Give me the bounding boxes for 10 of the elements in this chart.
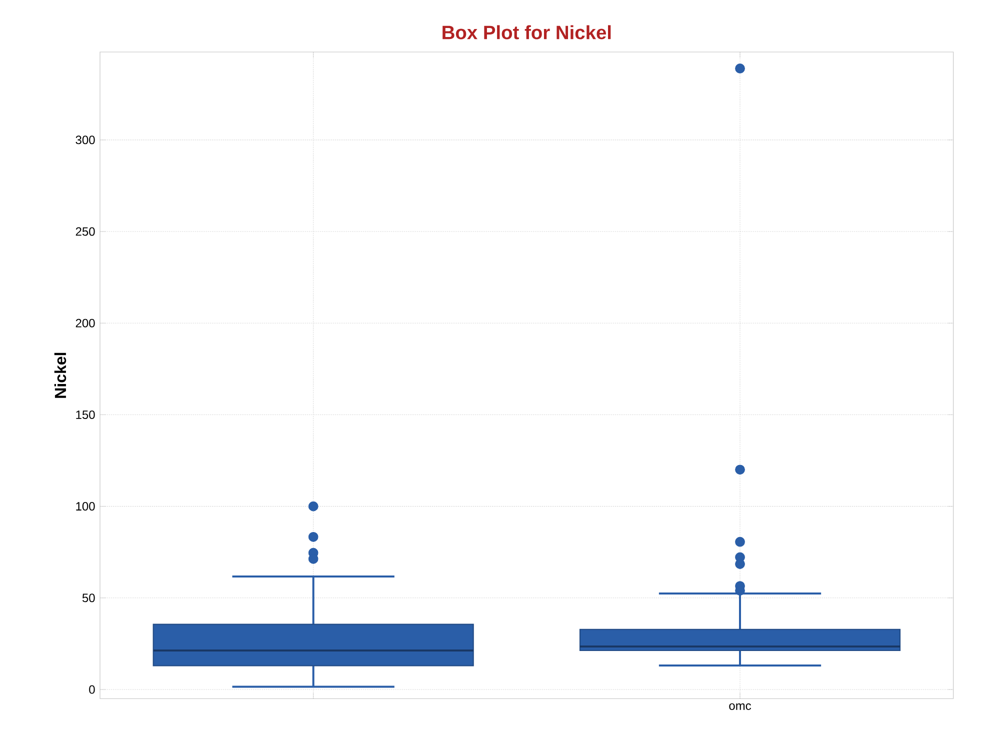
y-tick-label: 100 (76, 502, 95, 511)
y-tick-label: 300 (76, 136, 95, 144)
y-tick-label: 200 (76, 318, 95, 328)
y-axis-title: Nickel (54, 352, 66, 398)
y-tick-label: 150 (76, 410, 95, 419)
chart-title: Box Plot for Nickel (442, 25, 611, 40)
y-tick-label: 0 (89, 685, 95, 694)
y-tick-label: 250 (76, 227, 95, 236)
x-tick-label: omc (729, 703, 752, 710)
y-tick-label: 50 (82, 594, 95, 602)
